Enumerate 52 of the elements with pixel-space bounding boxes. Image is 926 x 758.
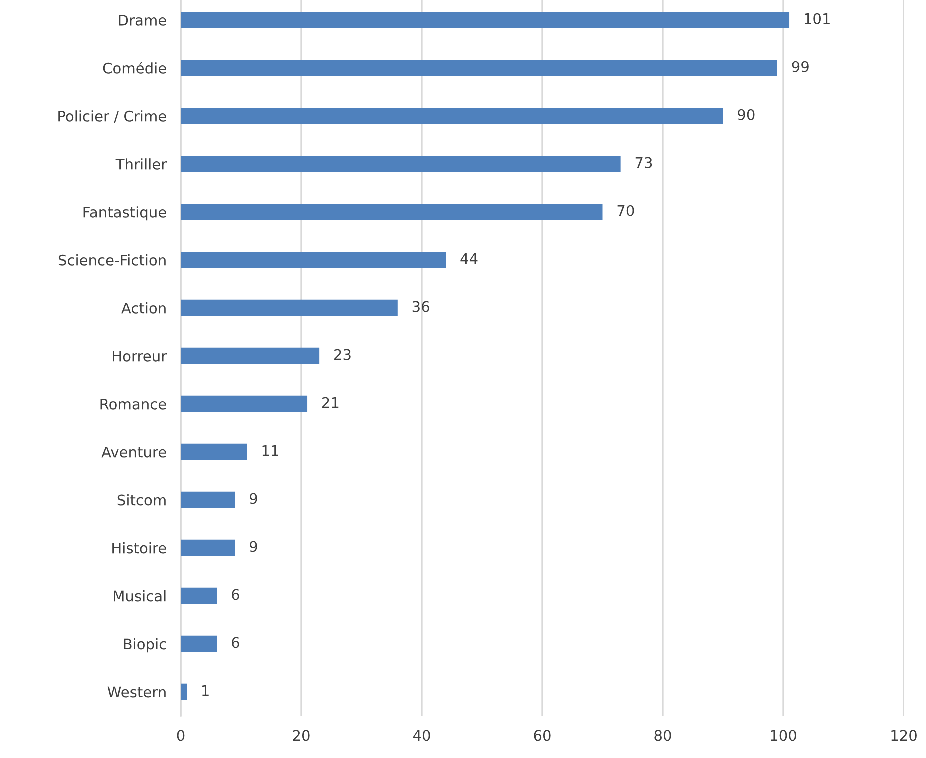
bar bbox=[181, 540, 236, 556]
bar bbox=[181, 348, 320, 364]
data-label: 6 bbox=[232, 589, 240, 600]
x-tick-label: 80 bbox=[654, 730, 672, 742]
x-tick-label: 60 bbox=[534, 730, 551, 742]
data-label: 11 bbox=[262, 445, 278, 456]
bar bbox=[181, 396, 308, 412]
data-label: 9 bbox=[250, 493, 258, 504]
bar bbox=[181, 636, 218, 652]
y-tick-label: Action bbox=[122, 302, 166, 314]
y-tick-label: Sitcom bbox=[118, 494, 166, 506]
bar bbox=[181, 60, 778, 76]
y-tick-label: Biopic bbox=[124, 638, 166, 653]
y-tick-label: Fantastique bbox=[84, 206, 166, 221]
x-tick-label: 120 bbox=[892, 730, 917, 742]
data-label: 9 bbox=[250, 541, 258, 552]
data-label: 70 bbox=[618, 205, 634, 216]
y-tick-label: Musical bbox=[114, 590, 166, 602]
y-tick-label: Science-Fiction bbox=[58, 254, 166, 266]
data-label: 21 bbox=[322, 397, 339, 408]
data-label: 101 bbox=[805, 13, 830, 24]
x-tick-label: 0 bbox=[177, 730, 185, 742]
bar bbox=[181, 204, 603, 220]
bar bbox=[181, 108, 724, 124]
data-label: 99 bbox=[792, 61, 809, 72]
bar bbox=[181, 156, 621, 172]
y-tick-label: Thriller bbox=[116, 158, 168, 170]
bar bbox=[181, 252, 446, 268]
y-tick-label: Histoire bbox=[112, 542, 166, 554]
bar bbox=[181, 684, 188, 700]
data-label: 6 bbox=[232, 637, 240, 648]
y-tick-label: Western bbox=[108, 686, 166, 698]
data-label: 73 bbox=[636, 157, 652, 168]
bar bbox=[181, 300, 398, 316]
bar bbox=[181, 492, 236, 508]
y-tick-label: Aventure bbox=[102, 446, 166, 458]
bar bbox=[181, 444, 248, 460]
y-tick-label: Romance bbox=[100, 398, 166, 410]
data-label: 90 bbox=[738, 109, 755, 120]
y-tick-label: Horreur bbox=[113, 350, 168, 362]
data-label: 44 bbox=[460, 253, 478, 264]
x-tick-label: 100 bbox=[771, 730, 796, 742]
data-label: 36 bbox=[412, 301, 430, 312]
data-label: 23 bbox=[334, 349, 351, 360]
y-tick-label: Policier / Crime bbox=[58, 110, 166, 124]
bar bbox=[181, 588, 218, 604]
data-label: 1 bbox=[202, 685, 209, 696]
y-tick-label: Comédie bbox=[103, 62, 166, 74]
y-tick-label: Drame bbox=[119, 15, 166, 26]
x-tick-label: 20 bbox=[293, 730, 310, 742]
x-tick-label: 40 bbox=[413, 730, 430, 742]
bar bbox=[181, 12, 790, 28]
